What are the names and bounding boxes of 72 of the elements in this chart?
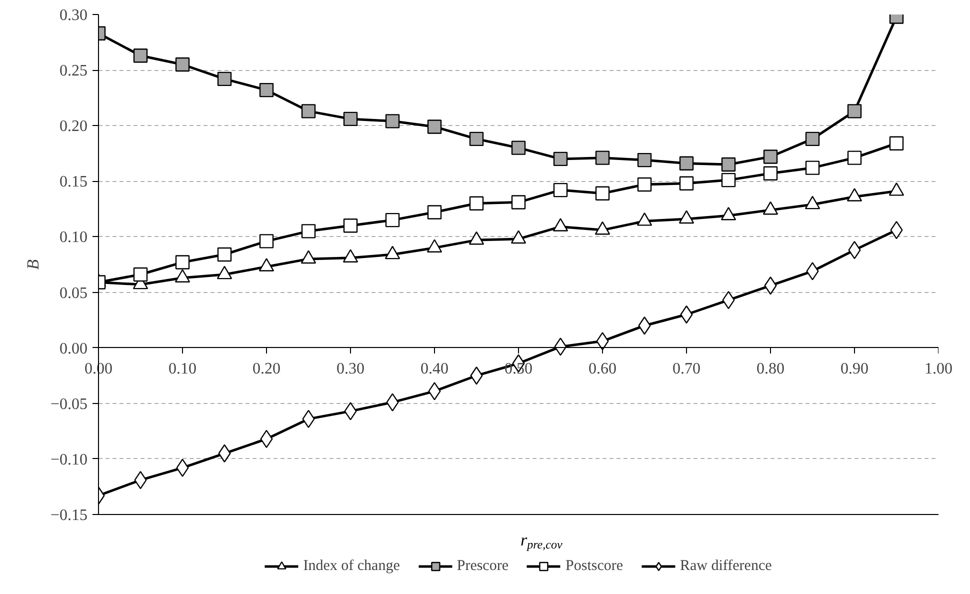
point [595, 150, 610, 165]
point [763, 150, 778, 164]
y-tick-label: 0.00 [60, 340, 88, 358]
point [638, 316, 651, 335]
point [805, 132, 820, 146]
point [469, 196, 484, 210]
y-tick-label: 0.20 [60, 118, 88, 136]
point [679, 176, 694, 190]
y-tick-label: 0.10 [60, 229, 88, 246]
point [259, 82, 274, 98]
x-tick-label: 0.70 [672, 360, 700, 378]
point [386, 393, 399, 412]
point [259, 234, 274, 248]
legend-label: Index of change [303, 558, 400, 574]
x-tick-label: 0.60 [588, 360, 616, 378]
x-tick-label: 0.80 [756, 360, 784, 378]
legend-label: Raw difference [680, 558, 772, 574]
point [218, 444, 231, 462]
point [428, 382, 441, 400]
point [133, 267, 148, 282]
x-tick-label: 0.30 [336, 360, 364, 378]
point [470, 366, 483, 385]
point [176, 458, 189, 477]
point [427, 205, 442, 220]
point [175, 255, 190, 270]
y-axis-title: B [23, 258, 42, 270]
point [847, 104, 862, 118]
y-tick-label: −0.10 [50, 451, 88, 468]
point [637, 177, 652, 192]
point [889, 136, 904, 150]
point [385, 212, 400, 228]
point [847, 150, 862, 165]
point [217, 72, 232, 86]
point [805, 160, 820, 175]
point [511, 195, 526, 210]
point [133, 48, 148, 63]
point [721, 172, 736, 188]
point [344, 402, 357, 420]
x-tick-label: 1.00 [924, 360, 952, 378]
point [301, 104, 316, 118]
point [511, 140, 526, 155]
point [806, 262, 819, 280]
x-tick-label: 0.40 [420, 360, 448, 378]
x-tick-label: 0.20 [252, 360, 280, 378]
point [427, 120, 442, 134]
y-tick-label: 0.30 [60, 7, 88, 24]
point [721, 157, 736, 172]
x-tick-label: 0.90 [840, 360, 868, 378]
point [764, 276, 777, 295]
y-tick-label: −0.05 [50, 396, 88, 413]
point [469, 132, 484, 146]
point [343, 218, 358, 233]
point [554, 338, 567, 356]
y-tick-label: 0.15 [60, 174, 88, 191]
legend-label: Prescore [456, 558, 509, 574]
point [301, 224, 316, 238]
y-tick-label: 0.25 [60, 62, 88, 80]
x-tick-label: 0.10 [168, 360, 196, 378]
y-tick-label: −0.15 [50, 507, 88, 524]
point [343, 112, 358, 126]
point [553, 152, 568, 166]
point [595, 186, 610, 200]
point [763, 166, 778, 180]
point [596, 332, 609, 350]
legend-label: Postscore [566, 558, 624, 574]
point [553, 182, 568, 198]
y-tick-label: 0.05 [60, 284, 88, 302]
point [385, 114, 400, 128]
point [217, 247, 232, 262]
point [637, 152, 652, 168]
point [175, 57, 190, 72]
point [679, 156, 694, 170]
